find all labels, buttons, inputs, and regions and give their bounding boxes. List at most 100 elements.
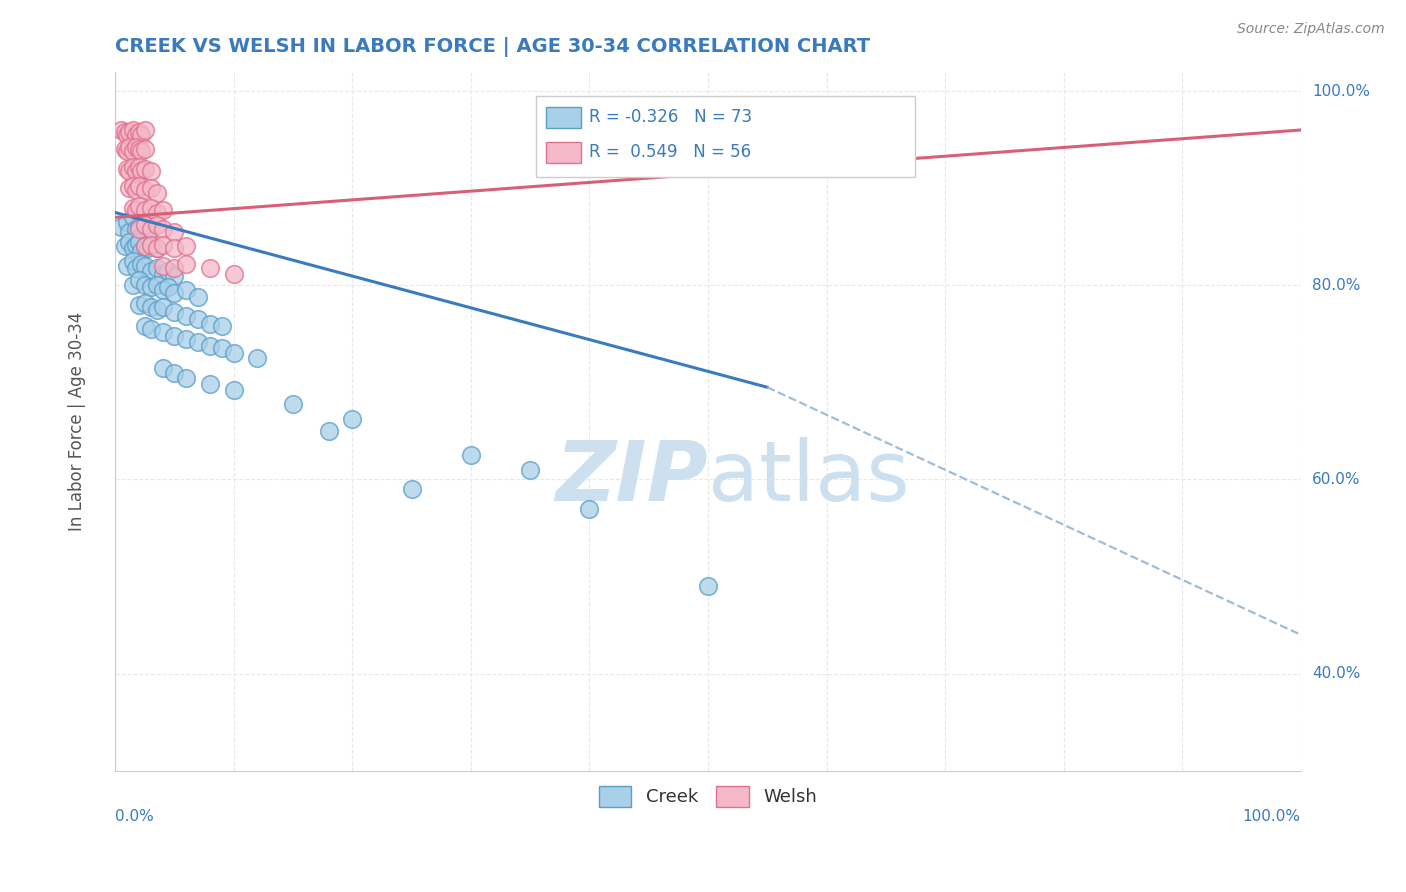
Point [578,501,600,516]
Point [122,242,145,256]
Point [134,218,156,232]
Point [125,260,148,275]
FancyBboxPatch shape [546,107,581,128]
Point [152,202,174,217]
Point [139,181,162,195]
Point [174,239,197,253]
Point [152,360,174,375]
Point [222,267,245,281]
Point [128,142,150,156]
Point [145,242,167,256]
Point [134,142,156,156]
Text: In Labor Force | Age 30-34: In Labor Force | Age 30-34 [67,311,86,531]
Point [163,305,186,319]
Point [118,235,141,249]
Point [118,225,141,239]
Point [115,215,138,229]
Text: R =  0.549   N = 56: R = 0.549 N = 56 [589,143,752,161]
Point [342,412,364,426]
Text: 60.0%: 60.0% [1312,472,1361,487]
Point [174,257,197,271]
Point [139,222,162,236]
Point [139,237,162,252]
Point [163,225,186,239]
Point [122,211,145,225]
Point [139,222,162,236]
Text: atlas: atlas [709,437,910,517]
Point [145,278,167,293]
Point [115,145,138,159]
Point [281,397,304,411]
Point [187,334,209,349]
Point [134,239,156,253]
Point [128,199,150,213]
Point [145,302,167,317]
Point [128,160,150,174]
Point [129,163,152,178]
Point [115,259,138,273]
Point [152,325,174,339]
Point [125,237,148,252]
Point [129,229,152,244]
Point [128,220,150,235]
Point [110,123,132,137]
Point [139,237,162,252]
Point [174,283,197,297]
Text: 80.0%: 80.0% [1312,277,1360,293]
Point [115,161,138,176]
Point [134,202,156,217]
Point [134,161,156,176]
Point [145,242,167,256]
Text: CREEK VS WELSH IN LABOR FORCE | AGE 30-34 CORRELATION CHART: CREEK VS WELSH IN LABOR FORCE | AGE 30-3… [115,37,870,57]
Point [114,142,136,156]
Text: ZIP: ZIP [555,437,709,517]
Point [134,278,156,293]
Point [198,338,221,352]
Point [163,286,186,301]
Point [222,346,245,360]
Point [145,218,167,232]
Point [139,280,162,294]
Point [134,259,156,273]
Point [198,317,221,331]
Point [136,225,159,239]
Point [122,179,145,194]
Point [318,424,340,438]
Text: Source: ZipAtlas.com: Source: ZipAtlas.com [1237,22,1385,37]
Text: 0.0%: 0.0% [115,809,153,824]
Point [129,128,152,142]
Point [145,186,167,200]
Point [139,264,162,278]
Point [174,332,197,346]
Point [128,222,150,236]
Point [198,260,221,275]
Point [519,463,541,477]
Point [128,273,150,287]
Point [163,366,186,380]
Point [145,205,167,219]
Point [125,183,148,197]
Point [125,128,148,142]
Point [122,145,145,159]
Point [118,140,141,154]
Point [163,260,186,275]
Point [152,267,174,281]
Point [134,183,156,197]
Point [157,280,180,294]
Point [110,220,132,235]
Point [114,125,136,139]
Point [187,290,209,304]
Point [122,160,145,174]
Point [118,163,141,178]
Point [460,448,482,462]
Point [174,370,197,384]
Point [163,328,186,343]
Point [122,254,145,268]
Point [174,310,197,324]
Point [134,218,156,232]
Point [139,322,162,336]
Text: 100.0%: 100.0% [1312,84,1369,99]
Point [157,264,180,278]
Point [122,278,145,293]
Point [401,482,423,496]
